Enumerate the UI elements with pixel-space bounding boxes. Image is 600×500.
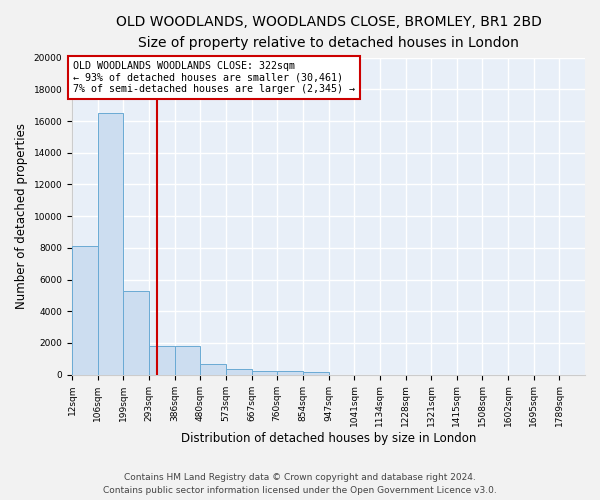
Bar [252, 370, 277, 374]
Bar [175, 346, 200, 374]
Bar [72, 246, 98, 374]
Text: Contains HM Land Registry data © Crown copyright and database right 2024.
Contai: Contains HM Land Registry data © Crown c… [103, 474, 497, 495]
Bar [149, 346, 175, 374]
Text: OLD WOODLANDS WOODLANDS CLOSE: 322sqm
← 93% of detached houses are smaller (30,4: OLD WOODLANDS WOODLANDS CLOSE: 322sqm ← … [73, 61, 355, 94]
Y-axis label: Number of detached properties: Number of detached properties [15, 123, 28, 309]
Bar [303, 372, 329, 374]
Title: OLD WOODLANDS, WOODLANDS CLOSE, BROMLEY, BR1 2BD
Size of property relative to de: OLD WOODLANDS, WOODLANDS CLOSE, BROMLEY,… [116, 15, 541, 50]
Bar [98, 113, 124, 374]
Bar [226, 369, 252, 374]
X-axis label: Distribution of detached houses by size in London: Distribution of detached houses by size … [181, 432, 476, 445]
Bar [124, 290, 149, 374]
Bar [200, 364, 226, 374]
Bar [277, 372, 303, 374]
